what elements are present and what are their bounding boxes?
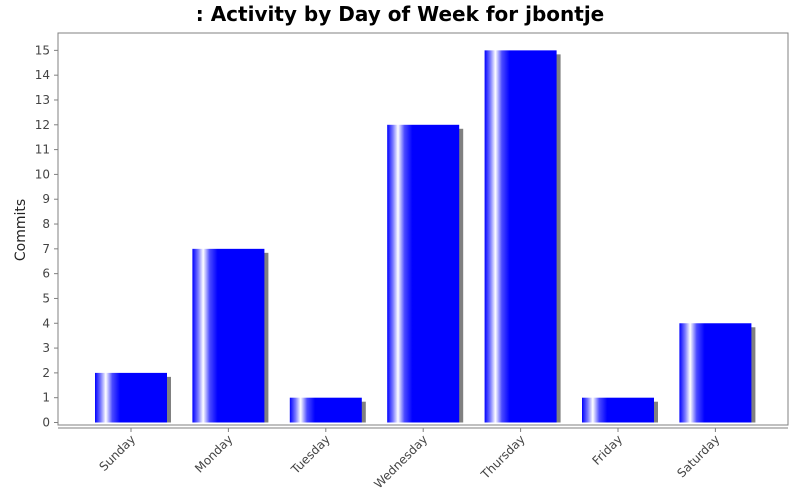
y-tick-label: 10 [35,167,50,181]
y-tick-label: 1 [42,391,50,405]
y-tick-label: 0 [42,416,50,430]
bar-monday [192,248,265,423]
bar-tuesday [289,397,362,423]
y-tick-label: 14 [35,68,50,82]
y-tick-label: 3 [42,341,50,355]
y-tick-label: 6 [42,267,50,281]
y-tick-label: 13 [35,93,50,107]
y-tick-label: 8 [42,217,50,231]
x-tick-label: Thursday [478,432,528,482]
y-tick-label: 12 [35,118,50,132]
bars-group [95,50,756,423]
bar-wednesday [387,124,460,423]
x-tick-label: Wednesday [371,432,430,491]
y-tick-label: 15 [35,43,50,57]
y-tick-label: 7 [42,242,50,256]
bar-thursday [484,50,557,423]
y-tick-label: 11 [35,143,50,157]
x-tick-label: Tuesday [288,432,333,477]
bar-saturday [679,323,752,423]
y-axis-label: Commits [13,199,29,261]
x-tick-label: Friday [590,432,626,468]
x-tick-label: Sunday [96,432,138,474]
x-tick-label: Saturday [674,432,722,480]
y-tick-label: 5 [42,291,50,305]
y-tick-label: 2 [42,366,50,380]
chart-title: : Activity by Day of Week for jbontje [196,2,605,26]
x-tick-label: Monday [192,432,235,475]
y-tick-label: 9 [42,192,50,206]
x-axis: Sunday Monday Tuesday Wednesday Thursday Frid… [96,428,723,491]
bar-sunday [95,372,167,423]
bar-friday [582,397,654,423]
y-tick-label: 4 [42,316,50,330]
